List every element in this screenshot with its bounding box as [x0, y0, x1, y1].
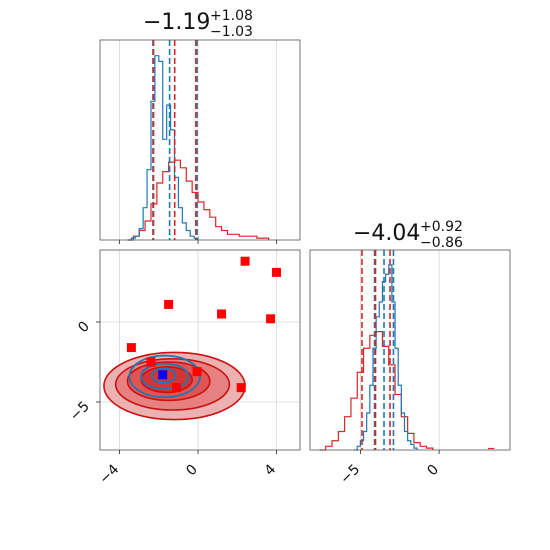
p2-histograms	[319, 264, 495, 451]
p2-tick-label: 0	[424, 462, 442, 480]
p1-title-value: −1.19	[143, 10, 210, 35]
joint-contour-blue	[128, 354, 201, 399]
panel-joint: −4 0 4 0 −5	[67, 249, 301, 487]
joint-y-tick-label: 0	[75, 319, 93, 337]
p2-x-ticks: −5 0	[337, 450, 442, 487]
joint-marker-red	[266, 314, 276, 324]
joint-contour-blue	[140, 362, 190, 391]
p2-frame	[309, 249, 511, 451]
p1-frame	[99, 39, 301, 241]
joint-x-ticks: −4 0 4	[97, 450, 280, 487]
joint-marker-red	[236, 383, 246, 393]
joint-marker-red	[192, 367, 202, 377]
joint-marker-red	[271, 267, 281, 277]
joint-y-tick-label: −5	[67, 399, 93, 425]
joint-x-tick-label: −4	[97, 461, 123, 487]
joint-marker-red	[240, 256, 250, 266]
joint-contour-blue	[151, 367, 177, 384]
joint-marker-red	[164, 299, 174, 309]
joint-marker-red	[217, 309, 227, 319]
joint-y-ticks: 0 −5	[67, 319, 100, 425]
p2-title-plus: +0.92	[420, 219, 463, 235]
p1-title-plus: +1.08	[210, 8, 253, 24]
p1-histograms	[127, 55, 270, 241]
p2-gridlines	[359, 250, 440, 450]
p2-hist-blue	[354, 264, 418, 451]
joint-marker-red	[146, 357, 156, 367]
joint-x-tick-label: 4	[262, 461, 280, 479]
p2-title-minus: −0.86	[420, 235, 463, 251]
p2-tick-label: −5	[337, 462, 363, 488]
joint-x-tick-label: 0	[183, 462, 201, 480]
p1-quantile-lines	[119, 40, 277, 244]
p1-title-minus: −1.03	[210, 24, 253, 40]
p2-quantile-lines	[361, 250, 395, 450]
p1-hist-red	[127, 159, 270, 241]
joint-marker-blue	[158, 370, 168, 380]
joint-marker-red	[126, 343, 136, 353]
p1-gridlines	[119, 40, 277, 240]
joint-frame	[99, 249, 301, 451]
p2-title-value: −4.04	[353, 221, 420, 246]
p1-hist-blue	[127, 55, 199, 241]
panel-marginal-1: −1.19 +1.08 −1.03	[99, 8, 301, 244]
joint-marker-red	[171, 383, 181, 393]
panel-marginal-2: −4.04 +0.92 −0.86 −5 0	[309, 219, 511, 487]
joint-markers	[126, 256, 281, 393]
